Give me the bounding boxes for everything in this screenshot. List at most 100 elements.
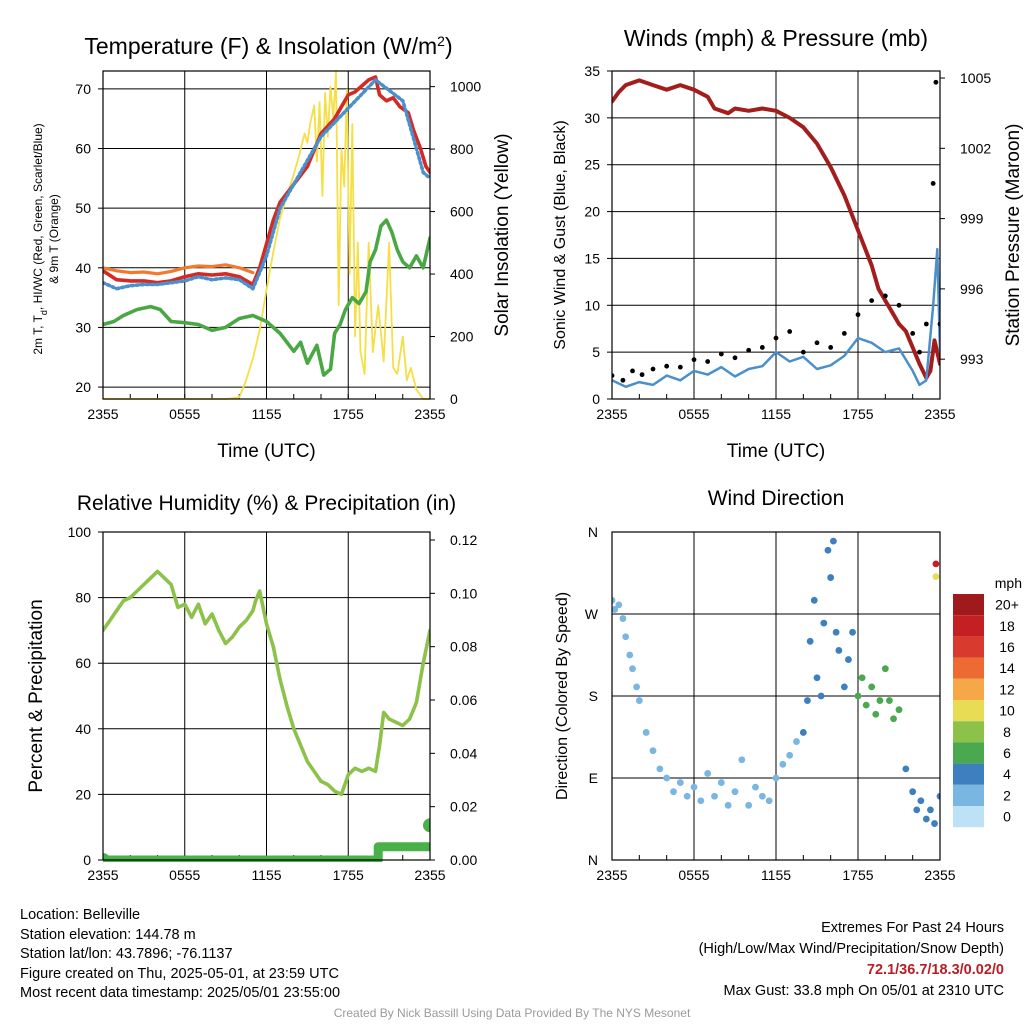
y-tick-label: 50 [75,200,91,216]
x-axis-label: Time (UTC) [217,441,316,462]
legend-label: 4 [1003,766,1011,782]
direction-point [622,633,630,641]
legend-swatch [953,721,984,743]
credit-line: Created By Nick Bassill Using Data Provi… [333,1006,691,1020]
series-point [828,345,834,350]
y2-tick-label: 600 [450,204,474,220]
station-elevation: Station elevation: 144.78 m [20,926,196,943]
series-point [923,321,929,327]
legend-label: 0 [1003,809,1011,825]
direction-point [642,729,650,736]
x-tick-label: 1155 [761,867,791,883]
legend-label: 8 [1003,724,1011,740]
station-latlon: Station lat/lon: 43.7896; -76.1137 [20,946,233,962]
y2-tick-label: 996 [960,281,984,297]
direction-point [626,651,634,659]
y-tick-label: 60 [75,141,91,157]
y-tick-label: 35 [584,63,600,79]
chart-title: Temperature (F) & Insolation (W/m2) [84,33,452,59]
y-tick-label: 15 [584,250,600,266]
series-point [930,181,936,186]
series-point [620,377,626,383]
plot-frame [611,531,941,861]
direction-point [881,665,889,673]
direction-point [683,792,691,800]
direction-point [804,697,811,704]
x-tick-label: 2355 [596,406,627,422]
direction-point [909,788,917,796]
direction-point [738,756,746,764]
y-tick-label: 20 [584,204,600,220]
series-point [814,340,820,346]
x-tick-label: 2355 [87,406,118,422]
direction-point [872,710,880,718]
direction-point [817,692,825,700]
direction-point [813,674,821,682]
series-layer [612,537,940,827]
series-point [650,366,656,372]
y-axis-label: & 9m T (Orange) [47,194,61,284]
direction-point [752,783,759,791]
legend-swatch [953,615,984,637]
legend-swatch [953,657,984,679]
legend-swatch [953,784,984,806]
y2-tick-label: 1005 [960,70,991,86]
direction-point [927,806,934,814]
y2-axis-label: Solar Insolation (Yellow) [492,133,513,336]
y-tick-label: 0 [592,391,600,407]
direction-point [890,715,897,723]
station-info: Location: Belleville Station elevation: … [20,906,340,1004]
direction-point [932,560,940,568]
station-location: Location: Belleville [20,907,141,923]
direction-point [629,665,636,673]
x-tick-label: 1155 [761,406,791,422]
legend-swatch [953,806,984,828]
direction-point [936,792,940,800]
direction-point [902,765,910,773]
series-point [896,302,902,308]
y-tick-label: 40 [75,721,91,737]
direction-point [913,806,921,814]
y-axis-label: 2m T, Td, HI/WC (Red, Green, Scarlet/Blu… [31,123,49,354]
y2-tick-label: 999 [960,211,984,227]
y-tick-label: N [588,524,598,540]
direction-point [827,574,835,581]
chart-title: Winds (mph) & Pressure (mb) [624,25,928,51]
extremes-title: Extremes For Past 24 Hours [821,920,1004,936]
chart-title: Relative Humidity (%) & Precipitation (i… [77,492,456,515]
series-point [917,349,922,355]
recent-timestamp: Most recent data timestamp: 2025/05/01 2… [20,985,341,1001]
direction-point [876,697,884,704]
legend-label: 6 [1003,745,1011,761]
x-tick-label: 1155 [251,406,281,422]
series-point [841,331,847,336]
y2-tick-label: 0.06 [450,692,477,708]
legend-swatch [953,594,984,616]
direction-point [649,747,657,755]
y2-tick-label: 993 [960,351,984,367]
direction-point [849,628,856,636]
direction-point [663,774,671,782]
series-point [705,359,711,364]
series-point [732,355,738,361]
series-line [103,263,255,276]
direction-point [793,738,800,745]
chart-title: Wind Direction [708,487,845,510]
x-tick-label: 0555 [169,406,200,422]
direction-point [704,770,712,777]
direction-point [858,674,866,682]
legend-swatch [953,742,984,764]
series-point [800,349,806,355]
series-point [933,79,939,85]
series-point [910,331,916,336]
legend-label: 18 [999,618,1015,634]
direction-point [779,760,787,768]
direction-point [676,779,684,786]
series-point [630,368,635,374]
direction-point [917,797,925,805]
series-line [103,569,430,797]
y-axis-label: Sonic Wind & Gust (Blue, Black) [552,120,569,349]
y-tick-label: 70 [75,81,91,97]
direction-point [656,765,664,773]
x-tick-label: 1755 [842,867,873,883]
